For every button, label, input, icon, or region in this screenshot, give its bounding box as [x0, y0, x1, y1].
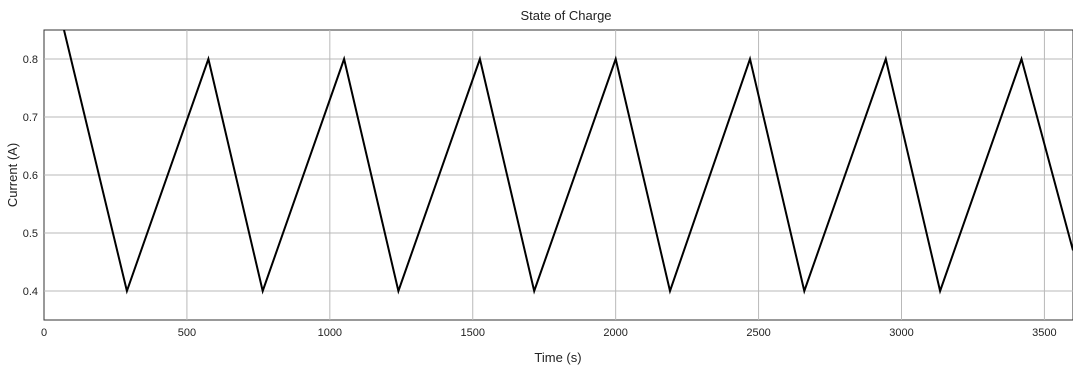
- x-tick-label: 2000: [603, 327, 627, 339]
- y-tick-label: 0.5: [23, 228, 38, 240]
- chart-title: State of Charge: [520, 8, 611, 23]
- series-line: [63, 30, 1073, 295]
- x-tick-label: 500: [178, 327, 196, 339]
- x-tick-label: 0: [41, 327, 47, 339]
- x-tick-label: 1500: [461, 327, 485, 339]
- y-tick-label: 0.8: [23, 54, 38, 66]
- series-layer: [63, 30, 1073, 295]
- tick-labels: 0 500 1000 1500 2000 2500 3000 3500 0.4 0.5 0.6 0.7…: [23, 54, 1057, 339]
- y-axis-label: Current (A): [5, 143, 20, 207]
- x-tick-label: 2500: [746, 327, 770, 339]
- y-tick-label: 0.7: [23, 112, 38, 124]
- x-tick-label: 1000: [318, 327, 342, 339]
- x-tick-label: 3000: [889, 327, 913, 339]
- x-axis-label: Time (s): [534, 350, 581, 365]
- y-tick-label: 0.4: [23, 286, 38, 298]
- x-tick-label: 3500: [1032, 327, 1056, 339]
- y-tick-label: 0.6: [23, 170, 38, 182]
- grid: [44, 30, 1073, 320]
